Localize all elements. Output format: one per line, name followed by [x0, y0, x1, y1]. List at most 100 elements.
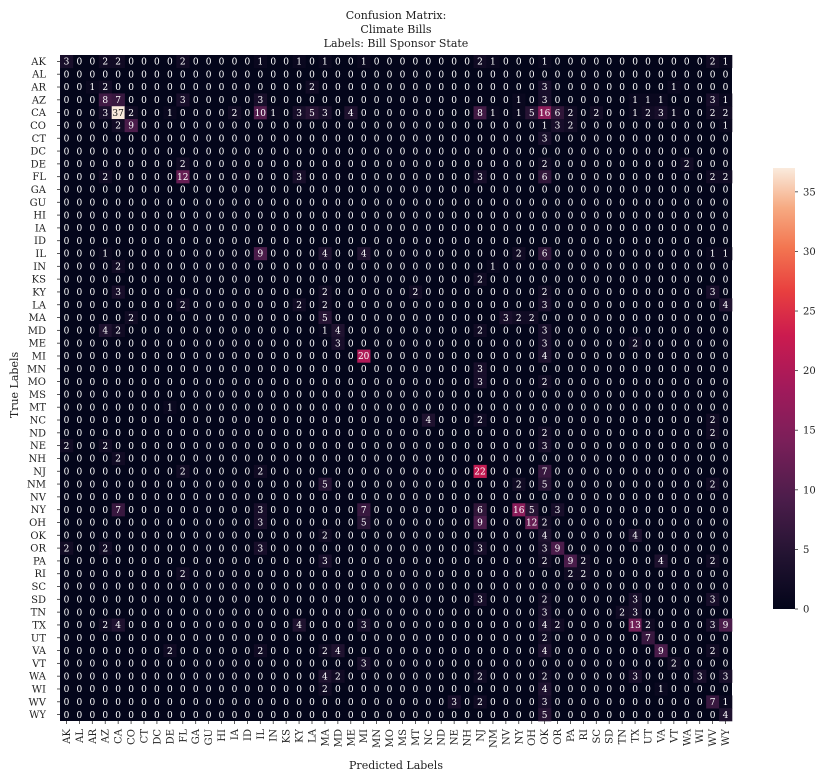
cell-value-label: 0: [374, 263, 380, 273]
cell-value-label: 0: [400, 480, 406, 490]
cell-value-label: 0: [555, 263, 561, 273]
cell-value-label: 1: [710, 250, 716, 260]
cell-value-label: 0: [141, 660, 147, 670]
cell-value-label: 0: [697, 698, 703, 708]
cell-value-label: 0: [296, 263, 302, 273]
cell-value-label: 0: [361, 70, 367, 80]
cell-value-label: 0: [606, 224, 612, 234]
cell-value-label: 0: [516, 672, 522, 682]
cell-value-label: 0: [387, 544, 393, 554]
cell-value-label: 0: [581, 647, 587, 657]
cell-value-label: 0: [128, 134, 134, 144]
heatmap-cell: [525, 106, 539, 120]
cell-value-label: 4: [322, 250, 328, 260]
cell-value-label: 1: [671, 109, 677, 119]
cell-value-label: 0: [438, 224, 444, 234]
cell-value-label: 2: [568, 122, 574, 132]
cell-value-label: 0: [645, 416, 651, 426]
cell-value-label: 0: [581, 493, 587, 503]
cell-value-label: 0: [684, 544, 690, 554]
cell-value-label: 0: [154, 173, 160, 183]
cell-value-label: 0: [283, 58, 289, 68]
heatmap-cell: [719, 247, 733, 261]
cell-value-label: 0: [619, 506, 625, 516]
cell-value-label: 0: [232, 660, 238, 670]
cell-value-label: 0: [77, 685, 83, 695]
cell-value-label: 0: [645, 506, 651, 516]
cell-value-label: 0: [619, 186, 625, 196]
cell-value-label: 0: [464, 608, 470, 618]
cell-value-label: 0: [322, 198, 328, 208]
cell-value-label: 0: [374, 70, 380, 80]
cell-value-label: 0: [232, 416, 238, 426]
cell-value-label: 0: [671, 519, 677, 529]
cell-value-label: 0: [438, 493, 444, 503]
cell-value-label: 0: [606, 70, 612, 80]
cell-value-label: 1: [542, 58, 548, 68]
cell-value-label: 0: [115, 198, 121, 208]
cell-value-label: 0: [102, 429, 108, 439]
cell-value-label: 0: [477, 711, 483, 721]
cell-value-label: 0: [296, 198, 302, 208]
heatmap-cell: [628, 528, 642, 542]
heatmap-cell: [512, 93, 526, 107]
cell-value-label: 0: [697, 134, 703, 144]
cell-value-label: 0: [128, 698, 134, 708]
cell-value-label: 0: [296, 339, 302, 349]
cell-value-label: 0: [438, 211, 444, 221]
cell-value-label: 0: [503, 557, 509, 567]
cell-value-label: 3: [322, 109, 328, 119]
cell-value-label: 0: [581, 224, 587, 234]
cell-value-label: 0: [581, 160, 587, 170]
cell-value-label: 0: [154, 570, 160, 580]
heatmap-cell: [266, 106, 280, 120]
cell-value-label: 0: [593, 339, 599, 349]
cell-value-label: 0: [606, 288, 612, 298]
cell-value-label: 0: [64, 352, 70, 362]
cell-value-label: 0: [632, 416, 638, 426]
heatmap-cell: [538, 170, 552, 184]
cell-value-label: 0: [671, 493, 677, 503]
cell-value-label: 0: [542, 186, 548, 196]
cell-value-label: 0: [438, 352, 444, 362]
cell-value-label: 0: [413, 506, 419, 516]
cell-value-label: 0: [128, 557, 134, 567]
cell-value-label: 0: [568, 455, 574, 465]
cell-value-label: 0: [219, 160, 225, 170]
cell-value-label: 0: [464, 442, 470, 452]
cell-value-label: 0: [568, 70, 574, 80]
cell-value-label: 0: [671, 147, 677, 157]
cell-value-label: 0: [451, 70, 457, 80]
cell-value-label: 0: [232, 544, 238, 554]
cell-value-label: 0: [671, 339, 677, 349]
cell-value-label: 0: [658, 58, 664, 68]
cell-value-label: 0: [374, 327, 380, 337]
cell-value-label: 0: [245, 455, 251, 465]
cell-value-label: 0: [581, 506, 587, 516]
cell-value-label: 0: [400, 147, 406, 157]
cell-value-label: 0: [141, 160, 147, 170]
cell-value-label: 0: [606, 455, 612, 465]
cell-value-label: 0: [141, 173, 147, 183]
heatmap-cell: [538, 323, 552, 338]
cell-value-label: 0: [451, 147, 457, 157]
cell-value-label: 0: [206, 70, 212, 80]
cell-value-label: 0: [193, 455, 199, 465]
cell-value-label: 0: [374, 109, 380, 119]
cell-value-label: 0: [115, 660, 121, 670]
cell-value-label: 0: [270, 198, 276, 208]
cell-value-label: 0: [89, 698, 95, 708]
cell-value-label: 0: [128, 480, 134, 490]
cell-value-label: 0: [180, 698, 186, 708]
cell-value-label: 0: [425, 263, 431, 273]
cell-value-label: 0: [232, 391, 238, 401]
cell-value-label: 0: [490, 288, 496, 298]
cell-value-label: 0: [658, 173, 664, 183]
x-tick-label: MS: [398, 729, 409, 746]
cell-value-label: 0: [438, 288, 444, 298]
cell-value-label: 0: [684, 250, 690, 260]
cell-value-label: 0: [180, 198, 186, 208]
cell-value-label: 0: [581, 109, 587, 119]
cell-value-label: 0: [503, 467, 509, 477]
cell-value-label: 0: [257, 634, 263, 644]
